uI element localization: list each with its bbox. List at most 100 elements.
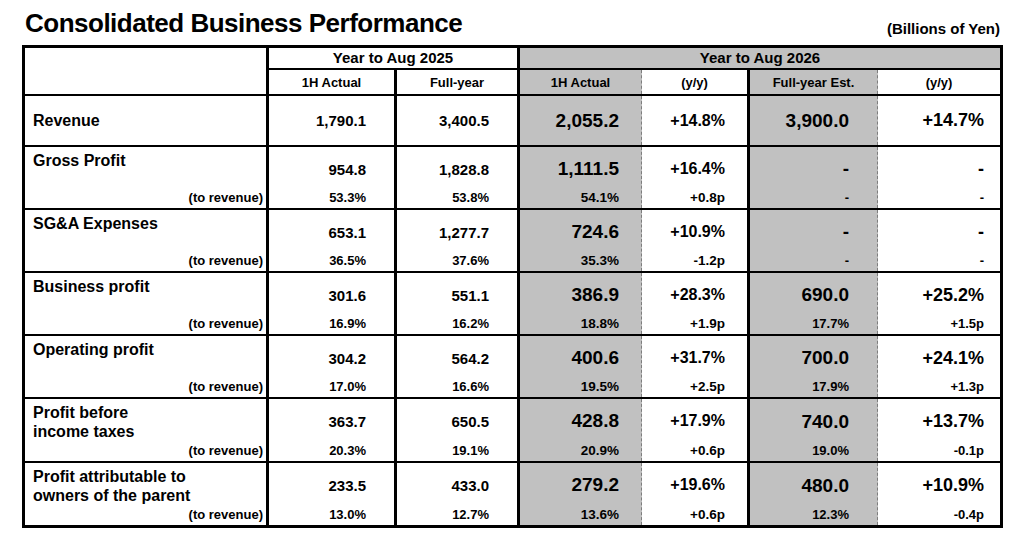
page: Consolidated Business Performance (Billi… — [0, 0, 1024, 542]
cell-value: 279.2 — [520, 463, 641, 508]
value-cell: 386.918.8% — [519, 272, 642, 335]
value-cell: 700.017.9% — [749, 335, 878, 398]
cell-value: 480.0 — [750, 463, 877, 508]
row-label-cell: Profit before income taxes(to revenue) — [24, 398, 268, 462]
row-label: Revenue — [25, 111, 266, 130]
cell-sub-value: 16.6% — [397, 380, 517, 397]
cell-value: 428.8 — [520, 399, 641, 444]
cell-value: 724.6 — [520, 210, 641, 254]
col-header-yoy-full-year: (y/y) — [878, 69, 1002, 95]
value-cell: 428.820.9% — [519, 398, 642, 462]
value-cell: -- — [749, 146, 878, 209]
col-header-full-year-2025: Full-year — [396, 69, 519, 95]
value-cell: 433.012.7% — [396, 462, 519, 527]
value-cell: 3,900.0 — [749, 95, 878, 146]
cell-sub-value: +2.5p — [642, 380, 747, 398]
cell-sub-value: -1.2p — [642, 254, 747, 272]
value-cell: +31.7%+2.5p — [642, 335, 749, 398]
value-cell: +13.7%-0.1p — [878, 398, 1002, 462]
to-revenue-label: (to revenue) — [25, 380, 266, 397]
value-cell: 564.216.6% — [396, 335, 519, 398]
cell-sub-value: 53.8% — [397, 191, 517, 208]
col-header-1h-actual-2025: 1H Actual — [268, 69, 396, 95]
cell-value: - — [878, 147, 1000, 191]
cell-sub-value: 17.9% — [750, 380, 877, 397]
cell-value: 1,828.8 — [397, 147, 517, 191]
row-label-cell: Revenue — [24, 95, 268, 146]
cell-sub-value: - — [878, 254, 1000, 271]
cell-value: 233.5 — [269, 463, 394, 508]
value-cell: 1,828.853.8% — [396, 146, 519, 209]
cell-value: 3,900.0 — [750, 96, 877, 145]
cell-sub-value: +1.9p — [642, 317, 747, 335]
cell-sub-value: 18.8% — [520, 317, 641, 335]
cell-value: +28.3% — [642, 273, 747, 317]
value-cell: -- — [749, 209, 878, 272]
cell-sub-value: 36.5% — [269, 254, 394, 271]
cell-sub-value: 17.7% — [750, 317, 877, 334]
cell-value: +19.6% — [642, 463, 747, 508]
value-cell: +17.9%+0.6p — [642, 398, 749, 462]
cell-value: 740.0 — [750, 399, 877, 444]
value-cell: 954.853.3% — [268, 146, 396, 209]
col-header-1h-actual-2026: 1H Actual — [519, 69, 642, 95]
value-cell: 2,055.2 — [519, 95, 642, 146]
value-cell: 1,277.737.6% — [396, 209, 519, 272]
cell-sub-value: 12.7% — [397, 508, 517, 525]
cell-sub-value: +0.8p — [642, 191, 747, 209]
value-cell: 690.017.7% — [749, 272, 878, 335]
cell-value: 700.0 — [750, 336, 877, 380]
column-group-2026: Year to Aug 2026 — [519, 46, 1002, 69]
performance-table: Year to Aug 2025 Year to Aug 2026 1H Act… — [22, 45, 1003, 529]
page-title: Consolidated Business Performance — [25, 9, 462, 38]
value-cell: 363.720.3% — [268, 398, 396, 462]
cell-sub-value: 16.9% — [269, 317, 394, 334]
table-row: Operating profit (to revenue)304.217.0%56… — [24, 335, 1002, 398]
col-header-full-year-est: Full-year Est. — [749, 69, 878, 95]
value-cell: 1,111.554.1% — [519, 146, 642, 209]
cell-value: +13.7% — [878, 399, 1000, 444]
row-label: Gross Profit — [25, 147, 266, 170]
table-row: Profit attributable to owners of the par… — [24, 462, 1002, 527]
cell-sub-value: +0.6p — [642, 444, 747, 462]
cell-value: 3,400.5 — [397, 96, 517, 145]
cell-sub-value: 16.2% — [397, 317, 517, 334]
cell-value: +10.9% — [642, 210, 747, 254]
row-label: Profit attributable to owners of the par… — [25, 463, 266, 505]
value-cell: +16.4%+0.8p — [642, 146, 749, 209]
value-cell: +28.3%+1.9p — [642, 272, 749, 335]
cell-value: 653.1 — [269, 210, 394, 254]
value-cell: -- — [878, 146, 1002, 209]
to-revenue-label: (to revenue) — [25, 254, 266, 271]
cell-sub-value: +1.5p — [878, 317, 1000, 334]
value-cell: 653.136.5% — [268, 209, 396, 272]
cell-sub-value: 53.3% — [269, 191, 394, 208]
cell-sub-value: 17.0% — [269, 380, 394, 397]
cell-sub-value: +0.6p — [642, 508, 747, 526]
cell-value: 1,790.1 — [269, 96, 394, 145]
cell-value: 690.0 — [750, 273, 877, 317]
cell-value: - — [750, 147, 877, 191]
cell-value: +14.8% — [642, 96, 747, 145]
value-cell: 304.217.0% — [268, 335, 396, 398]
cell-value: 564.2 — [397, 336, 517, 380]
cell-sub-value: 12.3% — [750, 508, 877, 525]
cell-value: 304.2 — [269, 336, 394, 380]
cell-value: - — [878, 210, 1000, 254]
cell-value: 1,111.5 — [520, 147, 641, 191]
row-label-cell: Business profit(to revenue) — [24, 272, 268, 335]
value-cell: 233.513.0% — [268, 462, 396, 527]
cell-value: 386.9 — [520, 273, 641, 317]
value-cell: 400.619.5% — [519, 335, 642, 398]
cell-value: 954.8 — [269, 147, 394, 191]
value-cell: 480.012.3% — [749, 462, 878, 527]
value-cell: +25.2%+1.5p — [878, 272, 1002, 335]
cell-value: - — [750, 210, 877, 254]
cell-value: 2,055.2 — [520, 96, 641, 145]
value-cell: +14.8% — [642, 95, 749, 146]
row-label: Operating profit — [25, 336, 266, 359]
value-cell: +24.1%+1.3p — [878, 335, 1002, 398]
cell-sub-value: -0.4p — [878, 508, 1000, 525]
cell-value: +10.9% — [878, 463, 1000, 508]
row-label-cell: Profit attributable to owners of the par… — [24, 462, 268, 527]
